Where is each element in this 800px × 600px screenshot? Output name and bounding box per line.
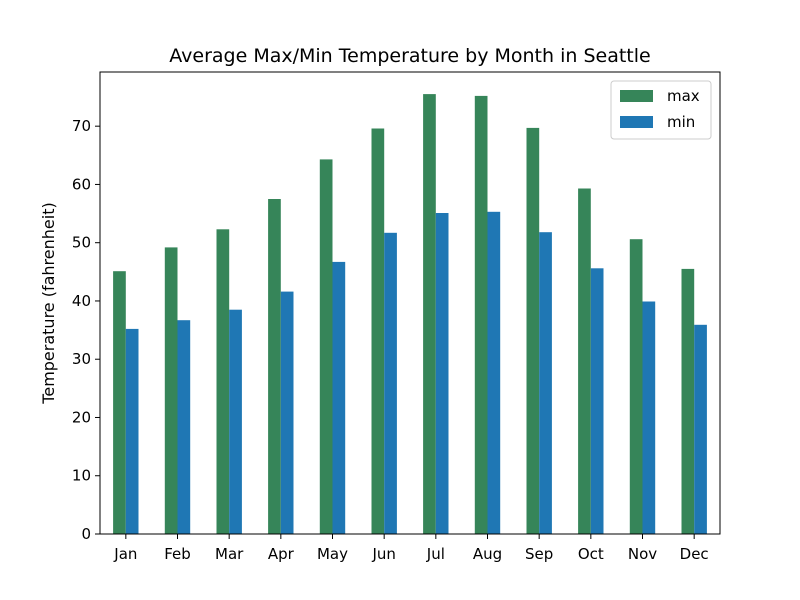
legend-swatch-min [620,116,653,128]
legend-label-min: min [667,113,695,131]
y-tick-label: 50 [72,234,91,252]
x-tick-label: Nov [628,545,657,563]
y-tick-label: 40 [72,292,91,310]
bar-min-mar [229,309,242,534]
bar-min-oct [590,268,604,534]
plot-frame [99,71,721,535]
bar-max-nov [629,239,643,534]
bar-min-nov [642,301,656,534]
bars-layer [113,94,707,535]
bar-min-apr [280,291,294,534]
y-tick-label: 10 [72,467,91,485]
y-tick-label: 60 [72,175,91,193]
chart-title: Average Max/Min Temperature by Month in … [169,45,650,67]
y-tick-label: 70 [72,117,91,135]
bar-max-mar [216,229,230,535]
x-tick-label: Aug [473,545,502,563]
y-tick-label: 30 [72,350,91,368]
bar-max-dec [681,268,695,534]
x-tick-label: Sep [525,545,553,563]
bar-max-feb [164,247,178,534]
x-tick-label: Apr [268,545,295,563]
bar-min-may [332,261,346,534]
y-axis-ticks: 0 10 20 30 40 50 60 70 [72,117,100,543]
bar-min-jan [125,328,139,534]
x-tick-label: Jan [113,545,137,563]
bar-min-jul [435,213,449,534]
x-tick-label: Feb [164,545,191,563]
bar-min-sep [539,232,552,534]
y-tick-label: 20 [72,408,91,426]
bar-max-oct [578,188,591,534]
x-tick-label: Oct [578,545,604,563]
bar-max-jul [423,94,436,534]
bar-max-aug [474,95,488,535]
bar-min-dec [694,324,707,534]
y-tick-label: 0 [81,525,91,543]
bar-min-jun [384,232,397,535]
y-axis-label: Temperature (fahrenheit) [39,202,58,404]
bar-max-jan [113,271,126,534]
bar-min-aug [487,211,501,535]
x-tick-label: May [317,545,348,563]
bar-max-apr [268,199,281,534]
legend-swatch-max [620,90,653,102]
x-axis-ticks: Jan Feb Mar Apr May Jun Jul Aug Sep Oct Nov Dec [113,534,709,563]
x-tick-label: Jun [371,545,395,563]
bar-max-jun [371,128,385,534]
x-tick-label: Dec [680,545,709,563]
bar-max-sep [526,127,540,535]
bar-min-feb [177,320,191,534]
legend-label-max: max [667,87,700,105]
legend: max min [610,80,712,140]
bar-max-may [319,159,333,534]
x-tick-label: Jul [426,545,445,563]
x-tick-label: Mar [215,545,244,563]
